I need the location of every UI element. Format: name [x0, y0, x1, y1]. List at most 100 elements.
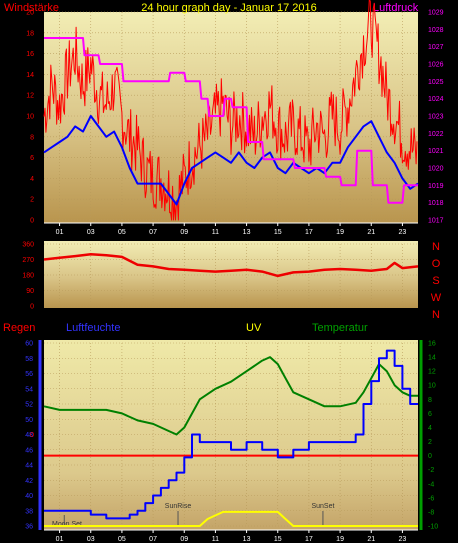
wind-avg-line — [43, 115, 419, 206]
humidity-y-tick-label: 40 — [25, 493, 33, 500]
pressure-y-tick-label: 1028 — [428, 27, 444, 34]
x-tick-label: 07 — [149, 536, 157, 543]
x-tick-label: 19 — [336, 536, 344, 543]
x-tick-label: 17 — [305, 536, 313, 543]
pressure-y-tick-label: 1025 — [428, 79, 444, 86]
humidity-y-tick-label: 46 — [25, 447, 33, 454]
compass-label: N — [432, 309, 440, 321]
pressure-y-tick-label: 1021 — [428, 148, 444, 155]
pressure-y-tick-label: 1020 — [428, 166, 444, 173]
compass-label: N — [432, 241, 440, 253]
temperature-y-tick-label: 16 — [428, 341, 436, 348]
wind-y-tick-label: 6 — [30, 155, 34, 162]
humidity-y-tick-label: 44 — [25, 463, 33, 470]
humidity-y-tick-label: 58 — [25, 356, 33, 363]
panel1-series — [43, 0, 419, 221]
x-tick-label: 23 — [399, 229, 407, 236]
pressure-line — [44, 37, 418, 204]
pressure-y-tick-label: 1024 — [428, 96, 444, 103]
direction-y-tick-label: 270 — [22, 257, 34, 264]
temperature-y-tick-label: 14 — [428, 355, 436, 362]
temperature-y-tick-label: -2 — [428, 467, 434, 474]
x-tick-label: 17 — [305, 229, 313, 236]
x-tick-label: 03 — [87, 536, 95, 543]
humidity-y-tick-label: 42 — [25, 478, 33, 485]
wind-gust-line — [43, 0, 418, 221]
temperature-line — [43, 356, 418, 436]
humidity-legend-label: Luftfeuchte — [66, 322, 120, 334]
pressure-y-tick-label: 1019 — [428, 183, 444, 190]
x-tick-label: 03 — [87, 229, 95, 236]
uv-line — [44, 510, 418, 527]
x-tick-label: 01 — [56, 536, 64, 543]
direction-y-tick-label: 180 — [22, 273, 34, 280]
direction-y-tick-label: 0 — [30, 304, 34, 311]
sun-event-label: SunSet — [311, 503, 334, 510]
humidity-y-tick-label: 36 — [25, 524, 33, 531]
temperature-y-tick-label: 4 — [428, 425, 432, 432]
wind-y-tick-label: 4 — [30, 176, 34, 183]
temperature-y-tick-label: -10 — [428, 524, 438, 531]
temperature-y-tick-label: -6 — [428, 495, 434, 502]
pressure-y-tick-label: 1027 — [428, 44, 444, 51]
x-tick-label: 13 — [243, 536, 251, 543]
x-tick-label: 07 — [149, 229, 157, 236]
x-tick-label: 19 — [336, 229, 344, 236]
pressure-y-tick-label: 1026 — [428, 62, 444, 69]
panel3-x-ticks: 01 03 05 07 09 11 13 15 17 19 21 23 — [56, 530, 407, 543]
humidity-y-tick-label: 38 — [25, 508, 33, 515]
sun-event-label: SunRise — [165, 503, 192, 510]
humidity-y-tick-label: 52 — [25, 402, 33, 409]
temperature-y-tick-label: -8 — [428, 509, 434, 516]
pressure-y-tick-label: 1017 — [428, 218, 444, 225]
humidity-y-tick-label: 48 — [25, 432, 33, 439]
panel3-left-ticks: 36 38 40 42 44 46 48 50 52 54 56 58 60 — [25, 341, 33, 531]
wind-y-tick-label: 8 — [30, 134, 34, 141]
x-tick-label: 13 — [243, 229, 251, 236]
x-tick-label: 01 — [56, 229, 64, 236]
uv-legend-label: UV — [246, 322, 262, 334]
x-tick-label: 05 — [118, 229, 126, 236]
humidity-line — [44, 349, 418, 520]
panel2-plot-area — [44, 241, 418, 308]
rain-legend-label: Regen — [3, 322, 35, 334]
panel1-right-ticks: 1017 1018 1019 1020 1021 1022 1023 1024 1025 1026… — [428, 10, 444, 225]
panel3-right-ticks: -10 -8 -6 -4 -2 0 2 4 6 8 10 12 14 16 — [428, 341, 438, 531]
direction-y-tick-label: 90 — [26, 288, 34, 295]
x-tick-label: 21 — [367, 229, 375, 236]
x-tick-label: 11 — [212, 229, 219, 236]
wind-y-tick-label: 20 — [26, 10, 34, 17]
temperature-y-tick-label: 10 — [428, 383, 436, 390]
moon-set-label: Moon Set — [52, 521, 82, 528]
compass-label: W — [431, 292, 442, 304]
temperature-y-tick-label: 12 — [428, 369, 436, 376]
temperature-y-tick-label: 6 — [428, 411, 432, 418]
panel3-series — [43, 349, 418, 527]
humidity-y-tick-label: 60 — [25, 341, 33, 348]
temperature-legend-label: Temperatur — [312, 322, 368, 334]
humidity-temp-panel: Regen Luftfeuchte UV Temperatur 36384042… — [3, 322, 438, 543]
wind-pressure-panel: Windstärke 24 hour graph day - Januar 17… — [4, 0, 444, 236]
x-tick-label: 05 — [118, 536, 126, 543]
x-tick-label: 21 — [367, 536, 375, 543]
x-tick-label: 23 — [399, 536, 407, 543]
x-tick-label: 11 — [212, 536, 219, 543]
temperature-y-tick-label: -4 — [428, 481, 434, 488]
x-tick-label: 09 — [180, 229, 188, 236]
x-tick-label: 09 — [180, 536, 188, 543]
compass-label: S — [432, 275, 439, 287]
pressure-y-tick-label: 1029 — [428, 10, 444, 17]
wind-y-tick-label: 2 — [30, 197, 34, 204]
humidity-y-tick-label: 56 — [25, 371, 33, 378]
panel2-series — [43, 253, 419, 278]
wind-speed-axis-label: Windstärke — [4, 2, 59, 14]
temperature-y-tick-label: 0 — [428, 453, 432, 460]
x-tick-label: 15 — [274, 536, 282, 543]
wind-y-tick-label: 10 — [26, 114, 34, 121]
panel2-gridlines — [44, 243, 418, 307]
wind-y-tick-label: 14 — [26, 72, 34, 79]
